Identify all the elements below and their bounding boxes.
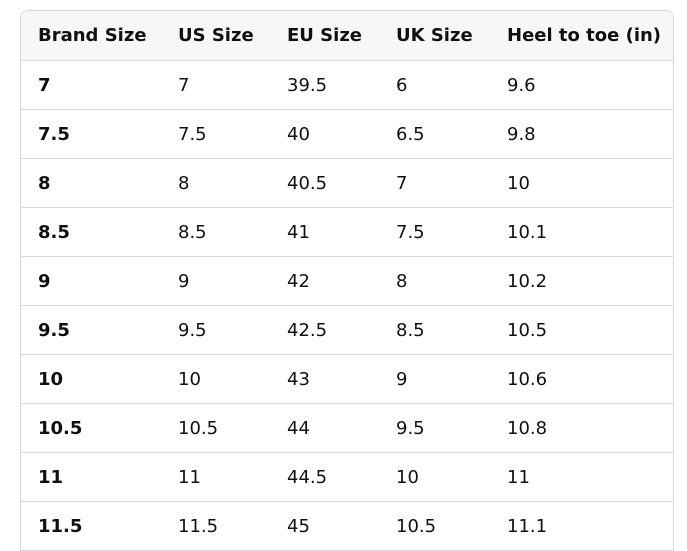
table-cell: 9	[379, 354, 490, 404]
table-cell: 10.6	[490, 354, 673, 404]
table-cell: 8	[379, 256, 490, 306]
table-cell: 10	[161, 354, 270, 404]
header-cell: Heel to toe (in)	[490, 11, 673, 61]
table-cell: 42	[270, 256, 379, 306]
table-cell: 44.5	[270, 452, 379, 502]
table-cell: 40.5	[270, 158, 379, 208]
table-cell: 41	[270, 207, 379, 257]
table-cell: 10	[21, 354, 161, 404]
table-cell: 10.5	[21, 403, 161, 453]
table-cell: 9.6	[490, 60, 673, 110]
table-row: 7.5 7.5 40 6.5 9.8	[21, 109, 673, 159]
table-cell: 11	[161, 452, 270, 502]
table-cell: 9.5	[379, 403, 490, 453]
table-row: 9.5 9.5 42.5 8.5 10.5	[21, 305, 673, 355]
table-row: 10.5 10.5 44 9.5 10.8	[21, 403, 673, 453]
table-cell: 10	[379, 452, 490, 502]
table-cell: 8.5	[379, 305, 490, 355]
table-cell: 40	[270, 109, 379, 159]
table-cell: 9	[161, 256, 270, 306]
table-cell: 8.5	[21, 207, 161, 257]
table-cell: 10.5	[490, 305, 673, 355]
size-table-container: Brand Size US Size EU Size UK Size Heel to t…	[20, 10, 674, 551]
header-cell: US Size	[161, 11, 270, 61]
table-cell: 10.8	[490, 403, 673, 453]
table-row: 7 7 39.5 6 9.6	[21, 60, 673, 110]
table-cell: 8	[21, 158, 161, 208]
table-cell: 7.5	[161, 109, 270, 159]
header-row: Brand Size US Size EU Size UK Size Heel to t…	[21, 11, 673, 61]
table-cell: 9.5	[161, 305, 270, 355]
table-cell: 10	[490, 158, 673, 208]
size-table: Brand Size US Size EU Size UK Size Heel to t…	[21, 11, 673, 551]
table-cell: 11.5	[161, 501, 270, 551]
table-cell: 44	[270, 403, 379, 453]
header-cell: EU Size	[270, 11, 379, 61]
table-row: 8.5 8.5 41 7.5 10.1	[21, 207, 673, 257]
table-cell: 43	[270, 354, 379, 404]
table-row: 9 9 42 8 10.2	[21, 256, 673, 306]
table-cell: 11.1	[490, 501, 673, 551]
header-cell: UK Size	[379, 11, 490, 61]
table-cell: 6.5	[379, 109, 490, 159]
table-cell: 11	[21, 452, 161, 502]
table-row: 10 10 43 9 10.6	[21, 354, 673, 404]
table-cell: 39.5	[270, 60, 379, 110]
table-cell: 6	[379, 60, 490, 110]
table-cell: 10.2	[490, 256, 673, 306]
table-cell: 7	[161, 60, 270, 110]
table-cell: 45	[270, 501, 379, 551]
table-row: 8 8 40.5 7 10	[21, 158, 673, 208]
table-row: 11.5 11.5 45 10.5 11.1	[21, 501, 673, 551]
table-cell: 42.5	[270, 305, 379, 355]
table-row: 11 11 44.5 10 11	[21, 452, 673, 502]
table-cell: 7	[379, 158, 490, 208]
table-cell: 7.5	[21, 109, 161, 159]
table-cell: 11.5	[21, 501, 161, 551]
table-cell: 7.5	[379, 207, 490, 257]
header-cell: Brand Size	[21, 11, 161, 61]
table-body: 7 7 39.5 6 9.6 7.5 7.5 40 6.5 9.8 8 8 40.5 7 10 8.5 8.5 4…	[21, 60, 673, 551]
table-cell: 9	[21, 256, 161, 306]
table-cell: 11	[490, 452, 673, 502]
table-cell: 10.5	[379, 501, 490, 551]
table-cell: 8.5	[161, 207, 270, 257]
table-cell: 9.8	[490, 109, 673, 159]
table-cell: 10.1	[490, 207, 673, 257]
table-cell: 7	[21, 60, 161, 110]
table-cell: 9.5	[21, 305, 161, 355]
table-cell: 8	[161, 158, 270, 208]
table-cell: 10.5	[161, 403, 270, 453]
